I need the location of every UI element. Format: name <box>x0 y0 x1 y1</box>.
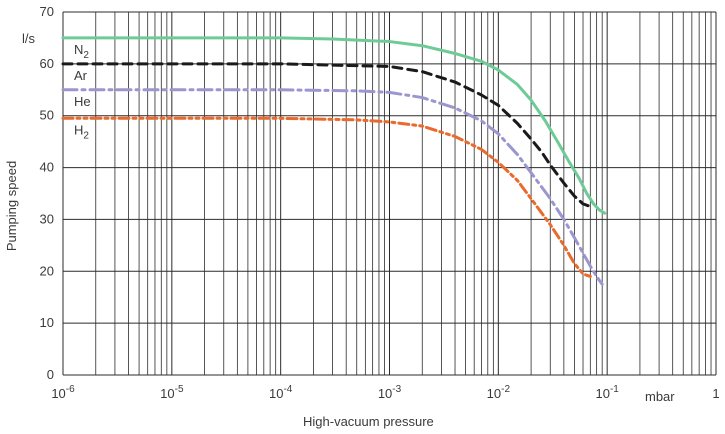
series-label-he: He <box>74 94 91 109</box>
series-line-n2 <box>61 36 607 215</box>
y-tick-label: 10 <box>40 315 54 330</box>
x-tick-label: 10-4 <box>269 384 293 401</box>
y-tick-label: 50 <box>40 108 54 123</box>
x-tick-label: 1 <box>712 386 719 401</box>
axes: 0 10 20 30 40 50 60 70 10-6 10-5 10-4 10-3 10-2 10-1 1 <box>40 4 720 401</box>
x-unit-label: mbar <box>645 389 675 404</box>
grid <box>62 11 717 376</box>
y-tick-label: 20 <box>40 263 54 278</box>
series-label-n2: N2 <box>74 42 89 61</box>
series-line-ar <box>61 62 592 208</box>
x-tick-label: 10-1 <box>595 384 619 401</box>
x-tick-label: 10-3 <box>378 384 402 401</box>
series-line-he <box>61 88 604 286</box>
y-tick-label: 60 <box>40 56 54 71</box>
x-tick-label: 10-5 <box>160 384 184 401</box>
x-tick-label: 10-6 <box>51 384 75 401</box>
series-lines: N2 Ar He H2 <box>61 36 607 286</box>
y-unit-label: l/s <box>22 31 36 46</box>
labels: l/s mbar High-vacuum pressure Pumping sp… <box>4 31 675 429</box>
x-tick-label: 10-2 <box>487 384 511 401</box>
series-line-h2 <box>61 116 592 278</box>
y-tick-label: 40 <box>40 160 54 175</box>
y-tick-label: 0 <box>47 367 54 382</box>
series-label-ar: Ar <box>74 68 88 83</box>
x-axis-title: High-vacuum pressure <box>303 414 434 429</box>
y-tick-label: 70 <box>40 4 54 19</box>
y-tick-label: 30 <box>40 211 54 226</box>
series-label-h2: H2 <box>74 122 89 141</box>
y-axis-title: Pumping speed <box>4 161 19 251</box>
